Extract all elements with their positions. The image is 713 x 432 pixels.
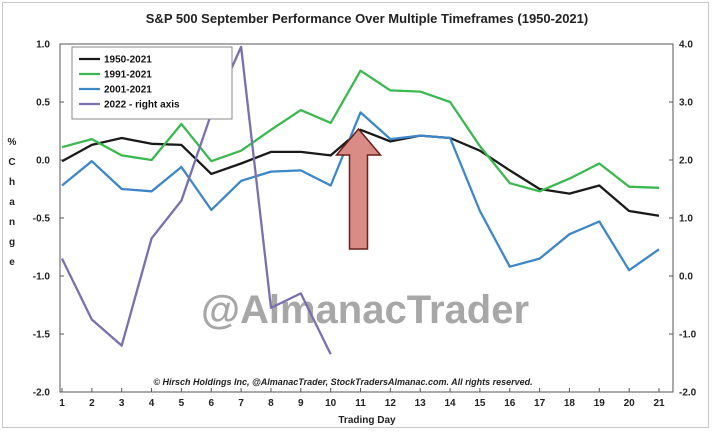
series-line-1950-2021 bbox=[61, 128, 660, 217]
y-axis-label-char: e bbox=[9, 257, 15, 268]
y-axis-label-char: h bbox=[9, 177, 15, 188]
x-tick-label: 21 bbox=[653, 398, 665, 409]
left-tick-label: -1.0 bbox=[33, 272, 51, 283]
x-tick-label: 13 bbox=[415, 398, 427, 409]
legend-label: 1991-2021 bbox=[104, 70, 152, 81]
x-tick-label: 2 bbox=[89, 398, 95, 409]
up-arrow-annotation bbox=[334, 127, 383, 250]
left-tick-label: -2.0 bbox=[33, 388, 51, 399]
x-tick-label: 3 bbox=[119, 398, 125, 409]
x-tick-label: 7 bbox=[238, 398, 244, 409]
left-axis: 1.0 0.5 0.0 -0.5 -1.0 -1.5 -2.0 bbox=[33, 40, 64, 399]
x-tick-label: 16 bbox=[504, 398, 516, 409]
legend-label: 2022 - right axis bbox=[104, 100, 180, 111]
x-tick-label: 20 bbox=[624, 398, 636, 409]
series-line-1991-2021 bbox=[61, 69, 660, 193]
x-axis: 1 2 3 4 5 6 7 8 9 10 11 12 13 14 15 16 17 18 19 20 21 bbox=[59, 388, 665, 409]
right-axis: 4.0 3.0 2.0 1.0 0.0 -1.0 -2.0 bbox=[669, 40, 697, 399]
right-tick-label: 1.0 bbox=[679, 214, 693, 225]
left-tick-label: -1.5 bbox=[33, 330, 51, 341]
x-tick-label: 12 bbox=[385, 398, 397, 409]
y-axis-label-char: n bbox=[9, 217, 15, 228]
left-tick-label: 1.0 bbox=[36, 40, 50, 51]
copyright-note: © Hirsch Holdings Inc, @AlmanacTrader, S… bbox=[153, 377, 532, 387]
left-tick-label: -0.5 bbox=[33, 214, 51, 225]
right-tick-label: 2.0 bbox=[679, 156, 693, 167]
y-axis-label-char: C bbox=[8, 157, 15, 168]
right-tick-label: 3.0 bbox=[679, 98, 693, 109]
series-line-2022-right-axis bbox=[60, 45, 332, 355]
left-tick-label: 0.5 bbox=[36, 98, 50, 109]
x-tick-label: 11 bbox=[355, 398, 366, 409]
x-tick-label: 5 bbox=[179, 398, 185, 409]
right-tick-label: -2.0 bbox=[679, 388, 697, 399]
y-axis-label-char: % bbox=[8, 137, 17, 148]
right-tick-label: -1.0 bbox=[679, 330, 697, 341]
y-axis-label-char: a bbox=[9, 197, 15, 208]
y-axis-label-char: g bbox=[9, 237, 15, 248]
x-tick-label: 9 bbox=[298, 398, 304, 409]
left-tick-label: 0.0 bbox=[36, 156, 50, 167]
x-tick-label: 10 bbox=[325, 398, 337, 409]
x-tick-label: 8 bbox=[268, 398, 274, 409]
x-tick-label: 4 bbox=[149, 398, 155, 409]
x-tick-label: 19 bbox=[594, 398, 606, 409]
chart-title: S&P 500 September Performance Over Multi… bbox=[146, 11, 588, 26]
x-tick-label: 17 bbox=[534, 398, 546, 409]
right-tick-label: 4.0 bbox=[679, 40, 693, 51]
legend-label: 2001-2021 bbox=[104, 85, 152, 96]
series-layer bbox=[60, 45, 660, 355]
legend-label: 1950-2021 bbox=[104, 55, 152, 66]
series-line-2001-2021 bbox=[61, 111, 660, 272]
x-tick-label: 1 bbox=[59, 398, 65, 409]
x-tick-label: 6 bbox=[208, 398, 214, 409]
watermark: @AlmanacTrader bbox=[201, 288, 529, 332]
x-tick-label: 14 bbox=[444, 398, 456, 409]
right-tick-label: 0.0 bbox=[679, 272, 693, 283]
legend: 1950-2021 1991-2021 2001-2021 2022 - right … bbox=[79, 55, 180, 111]
x-axis-label: Trading Day bbox=[338, 415, 396, 426]
x-tick-label: 18 bbox=[564, 398, 576, 409]
x-tick-label: 15 bbox=[474, 398, 486, 409]
